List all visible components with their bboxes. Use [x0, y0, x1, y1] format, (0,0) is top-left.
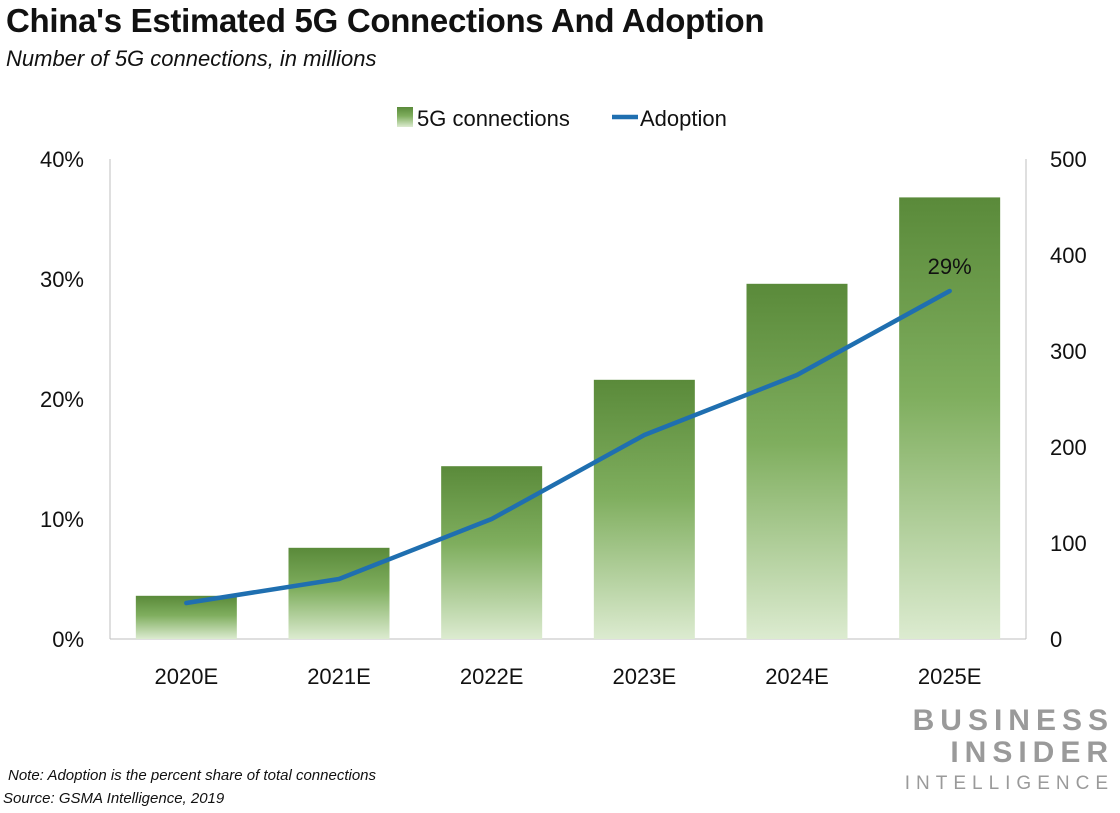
left-tick-label: 40%	[40, 147, 84, 172]
logo-line-2: INSIDER	[950, 736, 1114, 769]
adoption-line: 29%	[184, 254, 972, 606]
x-tick-label: 2023E	[613, 664, 677, 689]
bar	[899, 197, 1001, 639]
x-tick-label: 2022E	[460, 664, 524, 689]
legend-bar-swatch	[397, 107, 413, 127]
chart-subtitle: Number of 5G connections, in millions	[6, 46, 377, 71]
bars	[135, 197, 1001, 639]
x-tick-label: 2025E	[918, 664, 982, 689]
bar	[746, 283, 848, 639]
adoption-series-line	[184, 288, 952, 606]
axes	[109, 159, 1027, 640]
data-label: 29%	[928, 254, 972, 279]
chart-note: Note: Adoption is the percent share of t…	[8, 767, 377, 784]
x-tick-label: 2021E	[307, 664, 371, 689]
chart-source: Source: GSMA Intelligence, 2019	[3, 790, 225, 807]
left-tick-label: 0%	[52, 627, 84, 652]
x-tick-label: 2020E	[155, 664, 219, 689]
logo-line-3: INTELLIGENCE	[904, 773, 1114, 794]
left-tick-label: 30%	[40, 267, 84, 292]
logo-line-1: BUSINESS	[912, 704, 1114, 737]
left-tick-label: 20%	[40, 387, 84, 412]
right-tick-label: 100	[1050, 531, 1087, 556]
bar	[441, 466, 543, 639]
right-tick-label: 300	[1050, 339, 1087, 364]
right-tick-label: 200	[1050, 435, 1087, 460]
chart: 5G connections Adoption 29% 0% 10% 20% 30% 40…	[40, 106, 1087, 689]
business-insider-intelligence-logo: BUSINESS INSIDER INTELLIGENCE	[904, 704, 1114, 794]
right-tick-label: 0	[1050, 627, 1062, 652]
legend: 5G connections Adoption	[397, 106, 727, 131]
legend-bar-label: 5G connections	[417, 106, 570, 131]
right-tick-label: 400	[1050, 243, 1087, 268]
chart-title: China's Estimated 5G Connections And Ado…	[6, 2, 765, 39]
bar	[288, 547, 390, 639]
legend-line-label: Adoption	[640, 106, 727, 131]
x-tick-label: 2024E	[765, 664, 829, 689]
right-tick-label: 500	[1050, 147, 1087, 172]
tick-labels: 0% 10% 20% 30% 40% 0 100 200 300 400 500 2020E 2021E…	[40, 147, 1087, 689]
left-tick-label: 10%	[40, 507, 84, 532]
bar	[593, 379, 695, 639]
